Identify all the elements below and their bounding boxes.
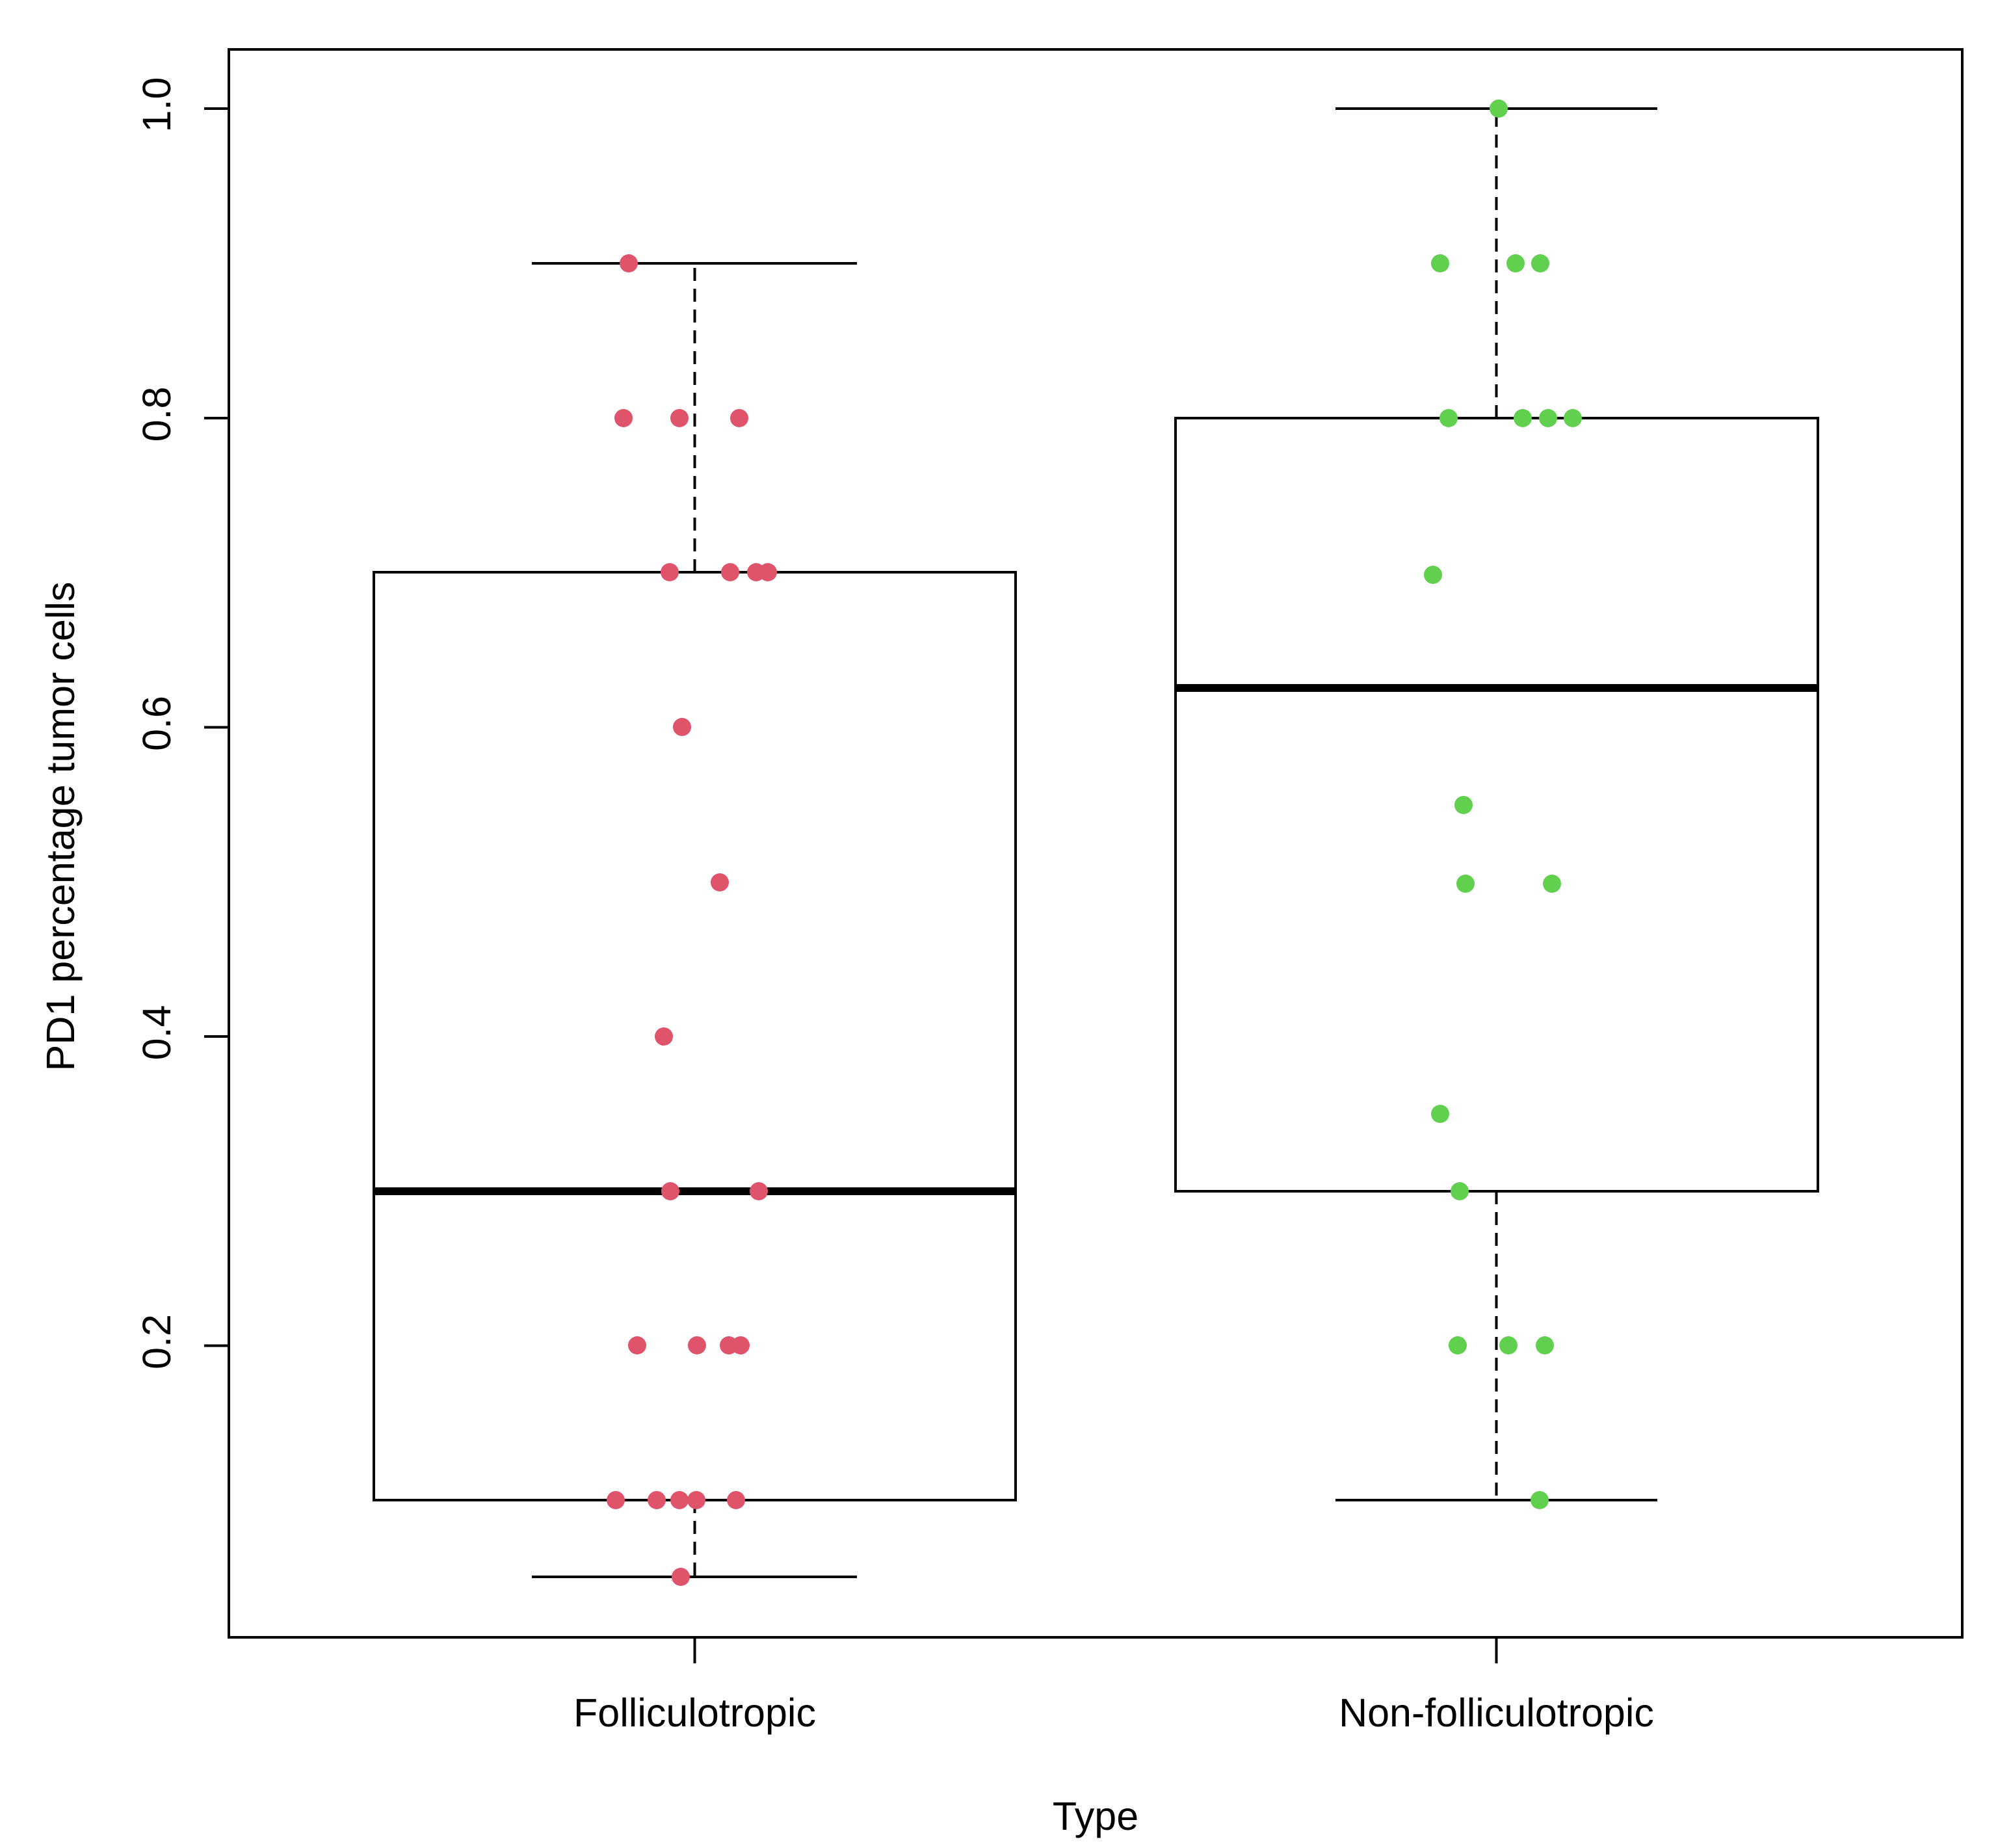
svg-text:Non-folliculotropic: Non-folliculotropic: [1339, 1691, 1654, 1735]
svg-text:Type: Type: [1053, 1794, 1138, 1838]
svg-text:PD1 percentage tumor cells: PD1 percentage tumor cells: [38, 582, 83, 1072]
svg-text:0.6: 0.6: [135, 696, 179, 751]
svg-text:Folliculotropic: Folliculotropic: [573, 1691, 816, 1735]
svg-text:0.4: 0.4: [135, 1005, 179, 1061]
svg-text:0.8: 0.8: [135, 387, 179, 442]
svg-text:1.0: 1.0: [135, 77, 179, 133]
svg-text:0.2: 0.2: [135, 1314, 179, 1369]
